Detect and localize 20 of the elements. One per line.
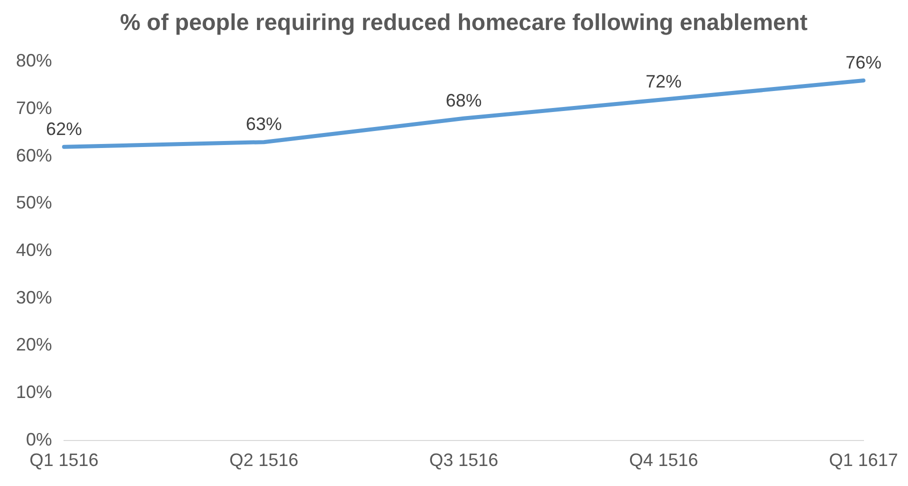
x-tick-label: Q2 1516: [229, 450, 298, 470]
y-tick-label: 60%: [16, 145, 52, 166]
data-label: 63%: [246, 114, 282, 134]
data-label: 62%: [46, 118, 82, 139]
x-tick-label: Q3 1516: [429, 450, 498, 470]
y-tick-label: 70%: [16, 98, 52, 118]
data-label: 68%: [446, 90, 482, 110]
data-label: 72%: [646, 71, 682, 92]
chart-title: % of people requiring reduced homecare following enablement: [120, 9, 808, 36]
y-tick-label: 50%: [16, 192, 52, 213]
data-label: 76%: [845, 52, 882, 73]
x-tick-label: Q1 1516: [29, 450, 99, 470]
y-tick-label: 0%: [26, 429, 52, 450]
x-tick-label: Q4 1516: [629, 450, 698, 470]
y-tick-label: 20%: [16, 334, 52, 355]
y-tick-label: 30%: [16, 287, 52, 308]
y-tick-label: 80%: [16, 50, 52, 71]
x-tick-label: Q1 1617: [828, 450, 898, 470]
y-tick-label: 10%: [16, 382, 52, 402]
y-tick-label: 40%: [16, 240, 52, 260]
